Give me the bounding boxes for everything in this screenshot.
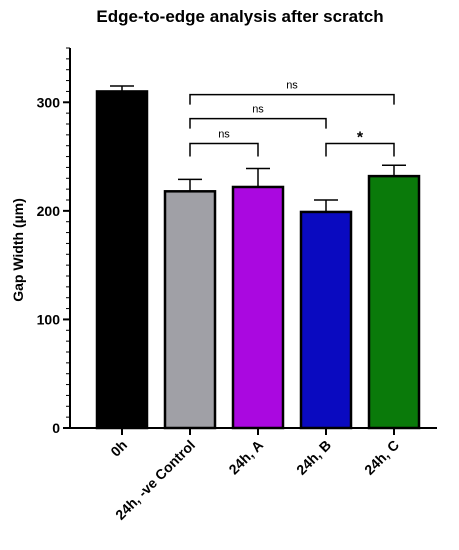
bar [163,190,217,430]
x-tick-label: 24h, C [361,437,402,478]
y-tick-label: 300 [37,94,61,110]
significance-label: ns [218,129,230,141]
bar [299,210,353,430]
y-axis-label: Gap Width (µm) [10,198,26,302]
y-tick-label: 0 [52,420,60,436]
significance-label: * [357,130,364,147]
bar [95,90,149,430]
x-tick-label: 24h, A [225,437,266,478]
significance-bracket [189,117,327,129]
significance-bracket [189,142,259,157]
y-tick-label: 100 [37,311,61,327]
x-tick-label: 0h [107,437,130,460]
x-tick-label: 24h, B [293,437,334,478]
chart-title: Edge-to-edge analysis after scratch [96,7,383,26]
bar [231,185,285,430]
y-tick-label: 200 [37,203,61,219]
significance-bracket [325,142,395,157]
bar [367,174,421,430]
significance-bracket [189,93,395,105]
significance-label: ns [252,104,264,116]
significance-label: ns [286,80,298,92]
